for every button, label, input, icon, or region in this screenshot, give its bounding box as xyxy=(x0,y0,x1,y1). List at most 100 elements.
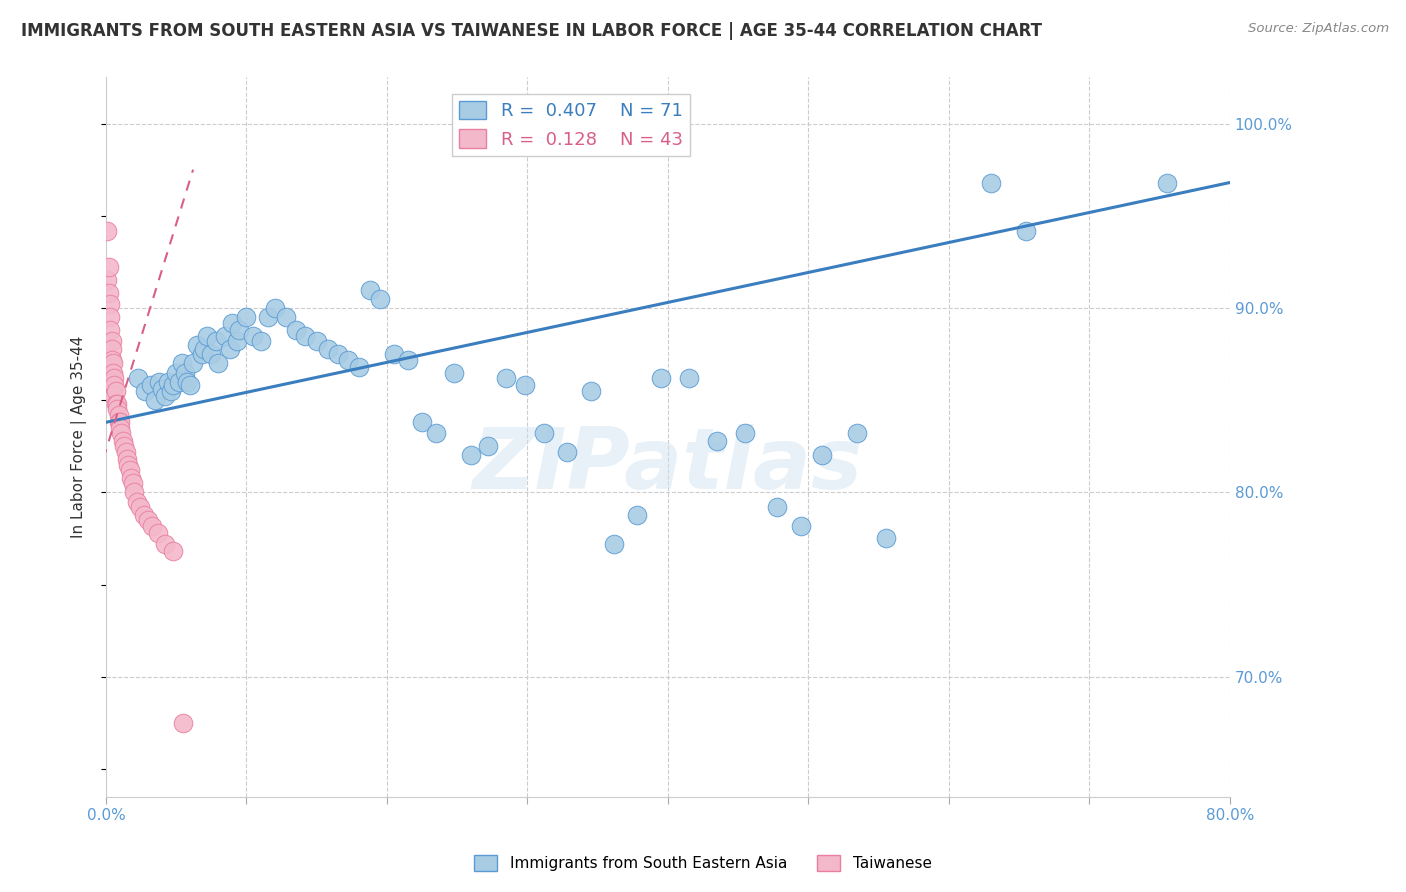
Point xyxy=(148,375,170,389)
Point xyxy=(249,334,271,348)
Point xyxy=(284,323,307,337)
Point xyxy=(134,384,156,398)
Point xyxy=(176,375,198,389)
Point xyxy=(396,352,419,367)
Point xyxy=(100,342,122,356)
Text: ZIPatlas: ZIPatlas xyxy=(472,425,863,508)
Point xyxy=(132,508,155,522)
Point xyxy=(513,378,536,392)
Point xyxy=(766,500,789,515)
Point xyxy=(650,371,672,385)
Point xyxy=(108,421,131,435)
Point xyxy=(162,544,184,558)
Point xyxy=(179,378,201,392)
Point xyxy=(425,426,447,441)
Point xyxy=(101,356,124,370)
Point xyxy=(460,449,482,463)
Point xyxy=(980,176,1002,190)
Point xyxy=(579,384,602,398)
Point xyxy=(122,485,145,500)
Point xyxy=(790,518,813,533)
Point xyxy=(382,347,405,361)
Point xyxy=(263,301,285,315)
Point xyxy=(150,382,173,396)
Text: Source: ZipAtlas.com: Source: ZipAtlas.com xyxy=(1249,22,1389,36)
Point xyxy=(811,449,834,463)
Point xyxy=(181,356,204,370)
Point xyxy=(204,334,226,348)
Point xyxy=(218,342,240,356)
Point xyxy=(207,356,229,370)
Point xyxy=(96,223,118,237)
Point xyxy=(146,525,169,540)
Point xyxy=(678,371,700,385)
Point xyxy=(172,715,194,730)
Point xyxy=(706,434,728,448)
Point xyxy=(156,375,179,389)
Point xyxy=(128,500,150,515)
Point xyxy=(167,375,190,389)
Point xyxy=(117,458,139,472)
Point xyxy=(336,352,359,367)
Point xyxy=(105,402,128,417)
Point xyxy=(100,352,122,367)
Point xyxy=(190,347,212,361)
Point xyxy=(603,537,626,551)
Point xyxy=(103,389,125,403)
Point xyxy=(108,415,131,429)
Point xyxy=(101,366,124,380)
Point xyxy=(875,532,897,546)
Point xyxy=(104,397,127,411)
Point xyxy=(368,292,391,306)
Point xyxy=(125,494,148,508)
Point xyxy=(153,389,176,403)
Point xyxy=(214,328,236,343)
Point xyxy=(112,439,135,453)
Point xyxy=(118,463,141,477)
Point xyxy=(100,334,122,348)
Point xyxy=(165,366,187,380)
Point xyxy=(225,334,247,348)
Point xyxy=(139,378,162,392)
Point xyxy=(141,518,163,533)
Point xyxy=(173,366,195,380)
Point xyxy=(107,415,129,429)
Point xyxy=(326,347,349,361)
Y-axis label: In Labor Force | Age 35-44: In Labor Force | Age 35-44 xyxy=(72,336,87,538)
Point xyxy=(1233,190,1256,204)
Point xyxy=(1156,176,1178,190)
Point xyxy=(200,347,222,361)
Point xyxy=(153,537,176,551)
Point xyxy=(107,408,129,422)
Point xyxy=(235,310,257,325)
Point xyxy=(495,371,517,385)
Point xyxy=(1015,223,1038,237)
Point xyxy=(170,356,193,370)
Legend: Immigrants from South Eastern Asia, Taiwanese: Immigrants from South Eastern Asia, Taiw… xyxy=(468,849,938,877)
Point xyxy=(103,378,125,392)
Point xyxy=(626,508,648,522)
Point xyxy=(101,375,124,389)
Point xyxy=(256,310,278,325)
Point xyxy=(186,338,208,352)
Point xyxy=(162,378,184,392)
Point xyxy=(127,371,149,385)
Point xyxy=(347,359,370,374)
Point xyxy=(734,426,756,441)
Point xyxy=(359,283,381,297)
Point xyxy=(555,445,578,459)
Point xyxy=(105,397,128,411)
Text: IMMIGRANTS FROM SOUTH EASTERN ASIA VS TAIWANESE IN LABOR FORCE | AGE 35-44 CORRE: IMMIGRANTS FROM SOUTH EASTERN ASIA VS TA… xyxy=(21,22,1042,40)
Point xyxy=(159,384,181,398)
Point xyxy=(98,297,121,311)
Point xyxy=(103,371,125,385)
Point xyxy=(411,415,433,429)
Point xyxy=(104,384,127,398)
Point xyxy=(114,445,136,459)
Point xyxy=(477,439,499,453)
Point xyxy=(242,328,264,343)
Point xyxy=(111,434,134,448)
Point xyxy=(110,426,132,441)
Point xyxy=(305,334,328,348)
Point xyxy=(195,328,218,343)
